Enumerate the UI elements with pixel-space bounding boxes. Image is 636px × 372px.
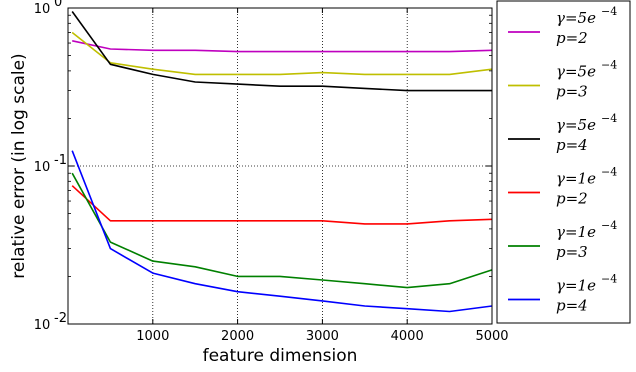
legend-label-exponent-5: −4 [601, 219, 617, 232]
y-axis-title: relative error (in log scale) [9, 53, 29, 278]
series-line-2 [71, 31, 493, 76]
y-tick-label: 10 [34, 2, 51, 17]
x-tick-label: 4000 [391, 329, 424, 344]
legend-label-4: γ=1e [556, 170, 596, 188]
legend: γ=5e −4 p=2 γ=5e −4 p=3 γ=5e −4 p=4 γ=1e −4 p=2 γ=1e… [496, 0, 631, 324]
legend-label-6: γ=1e [556, 277, 596, 295]
x-tick-label: 5000 [475, 329, 508, 344]
legend-frame [496, 0, 631, 324]
legend-label-line2-4: p=2 [556, 190, 588, 208]
y-tick-label-exponent: -1 [54, 153, 67, 168]
legend-label-line2-2: p=3 [556, 83, 588, 101]
series-line-4 [71, 185, 493, 225]
x-tick-label: 2000 [221, 329, 254, 344]
legend-label-line2-1: p=2 [556, 29, 588, 47]
series-line-5 [71, 172, 493, 289]
series-lines [71, 11, 493, 313]
x-axis-title: feature dimension [203, 346, 358, 366]
legend-label-exponent-3: −4 [601, 112, 617, 125]
legend-label-exponent-2: −4 [601, 59, 617, 72]
legend-label-1: γ=5e [556, 9, 596, 27]
legend-label-5: γ=1e [556, 223, 596, 241]
legend-label-exponent-4: −4 [601, 166, 617, 179]
legend-label-2: γ=5e [556, 63, 596, 81]
y-tick-label: 10 [34, 318, 51, 333]
y-tick-label-exponent: -2 [54, 311, 67, 326]
legend-label-line2-3: p=4 [556, 136, 588, 154]
legend-label-3: γ=5e [556, 116, 596, 134]
series-line-1 [72, 40, 493, 53]
legend-label-exponent-6: −4 [601, 273, 617, 286]
series-line-3 [71, 11, 492, 92]
x-tick-label: 3000 [306, 329, 339, 344]
legend-label-line2-5: p=3 [556, 243, 588, 261]
legend-label-line2-6: p=4 [556, 297, 588, 315]
series-line-6 [71, 150, 493, 313]
legend-label-exponent-1: −4 [601, 5, 617, 18]
y-tick-label-exponent: 0 [54, 0, 62, 10]
x-tick-label: 1000 [136, 329, 169, 344]
y-tick-label: 10 [34, 160, 51, 175]
